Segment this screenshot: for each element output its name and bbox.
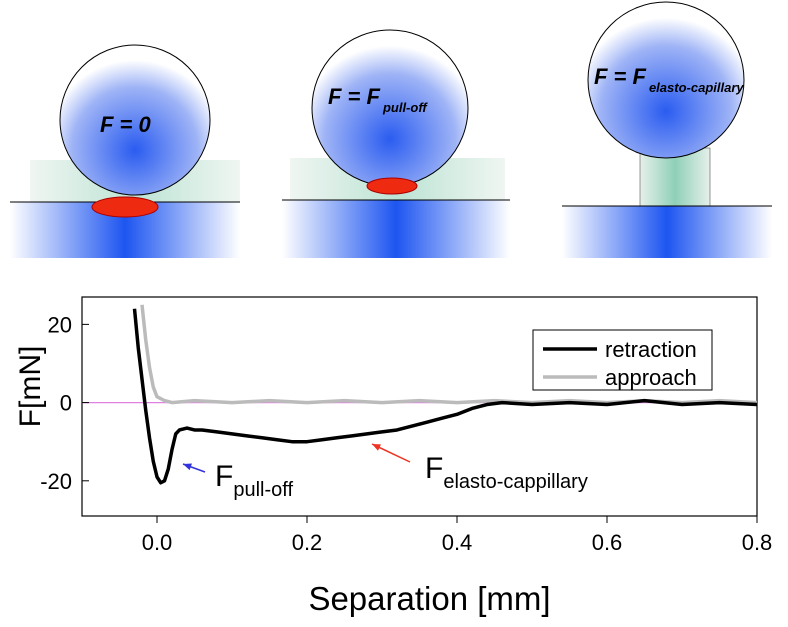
label-subscript: elasto-capillary xyxy=(649,80,744,95)
x-tick-label: 0.4 xyxy=(442,530,473,555)
annotation-subscript: elasto-cappillary xyxy=(443,471,588,493)
substrate xyxy=(282,200,510,258)
contact-patch xyxy=(367,178,417,194)
annotation: Fpull-off xyxy=(215,460,293,501)
x-tick-label: 0.6 xyxy=(592,530,623,555)
annotation-main: F xyxy=(425,452,443,485)
figure: F = 0F = Fpull-offF = Felasto-capillary0… xyxy=(0,0,788,622)
state-label: F = 0 xyxy=(100,112,152,137)
label-subscript: pull-off xyxy=(382,100,428,115)
annotation: Felasto-cappillary xyxy=(425,452,588,493)
legend-label: retraction xyxy=(605,337,697,362)
y-axis-label: F[mN] xyxy=(14,346,47,428)
annotation-arrowhead xyxy=(183,464,192,471)
x-tick-label: 0.0 xyxy=(142,530,173,555)
label-main: F = F xyxy=(328,84,381,109)
substrate xyxy=(562,206,772,258)
y-tick-label: 20 xyxy=(48,312,72,337)
label-main: F = F xyxy=(594,64,647,89)
annotation-main: F xyxy=(215,460,233,493)
x-tick-label: 0.2 xyxy=(292,530,323,555)
legend-label: approach xyxy=(605,365,697,390)
annotation-subscript: pull-off xyxy=(233,479,293,501)
x-tick-label: 0.8 xyxy=(742,530,773,555)
y-tick-label: 0 xyxy=(60,391,72,416)
x-axis-label: Separation [mm] xyxy=(308,580,550,617)
y-tick-label: -20 xyxy=(40,469,72,494)
label-main: F = 0 xyxy=(100,112,152,137)
contact-patch xyxy=(92,197,158,217)
